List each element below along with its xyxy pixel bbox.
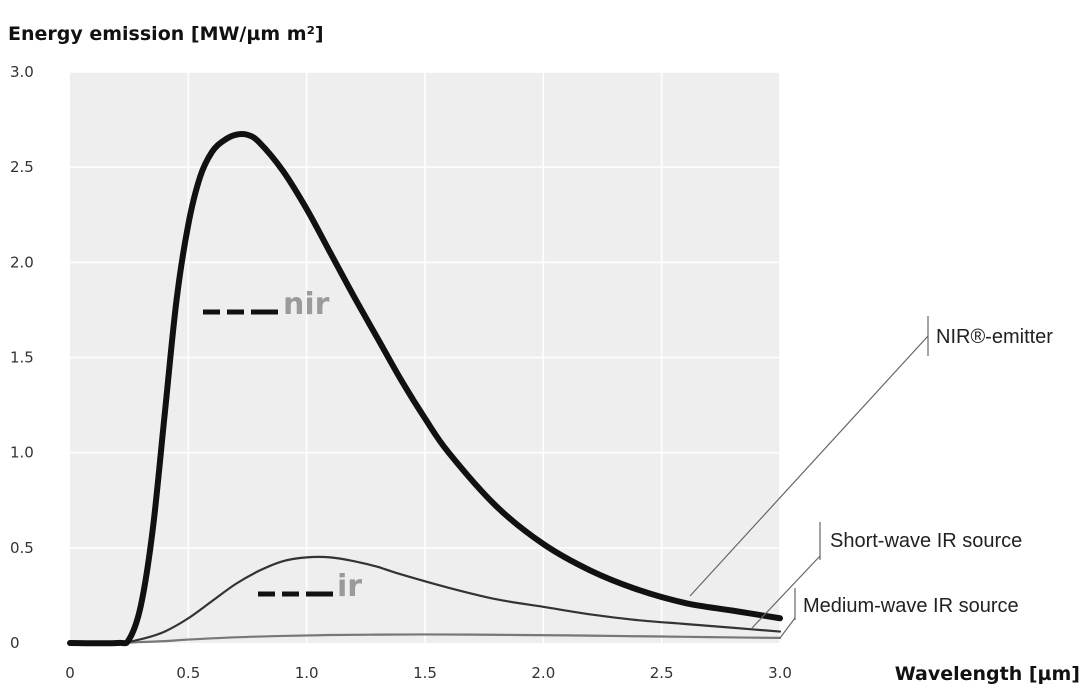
- leader-line: [779, 617, 796, 639]
- nir-brand-label: nir: [203, 287, 330, 322]
- series-line-2: [68, 633, 782, 645]
- y-ticks: 0 0.5 1.0 1.5 2.0 2.5 3.0: [10, 63, 34, 652]
- nir-emitter-label: NIR®-emitter: [936, 326, 1053, 348]
- annotation-nir: NIR®-emitter: [689, 316, 1053, 597]
- x-tick-label: 1.5: [413, 664, 437, 682]
- series-lines: [67, 130, 783, 647]
- y-axis-label: Energy emission [MW/µm m²]: [8, 23, 324, 45]
- ir-brand-label: ir: [258, 569, 362, 604]
- annotation-short-wave: Short-wave IR source: [751, 522, 1022, 629]
- leader-line: [689, 335, 929, 597]
- y-tick-label: 0.5: [10, 539, 34, 557]
- annotation-medium-wave: Medium-wave IR source: [779, 588, 1019, 639]
- y-tick-label: 2.5: [10, 158, 34, 176]
- x-tick-label: 2.5: [650, 664, 674, 682]
- x-tick-label: 2.0: [531, 664, 555, 682]
- short-wave-label: Short-wave IR source: [830, 530, 1022, 552]
- y-tick-label: 3.0: [10, 63, 34, 81]
- y-tick-label: 2.0: [10, 253, 34, 271]
- grid-lines: [70, 71, 781, 643]
- x-tick-label: 0: [65, 664, 75, 682]
- x-tick-label: 3.0: [768, 664, 792, 682]
- x-axis-label: Wavelength [µm]: [895, 663, 1080, 685]
- series-line-0: [67, 130, 783, 647]
- nir-text: nir: [283, 287, 330, 322]
- x-tick-label: 0.5: [176, 664, 200, 682]
- y-tick-label: 1.5: [10, 349, 34, 367]
- medium-wave-label: Medium-wave IR source: [803, 595, 1019, 617]
- ir-text: ir: [337, 569, 362, 604]
- x-ticks: 0 0.5 1.0 1.5 2.0 2.5 3.0: [65, 664, 792, 682]
- x-tick-label: 1.0: [295, 664, 319, 682]
- leader-line: [751, 555, 821, 629]
- y-tick-label: 1.0: [10, 444, 34, 462]
- series-line-1: [68, 555, 782, 645]
- y-tick-label: 0: [10, 634, 20, 652]
